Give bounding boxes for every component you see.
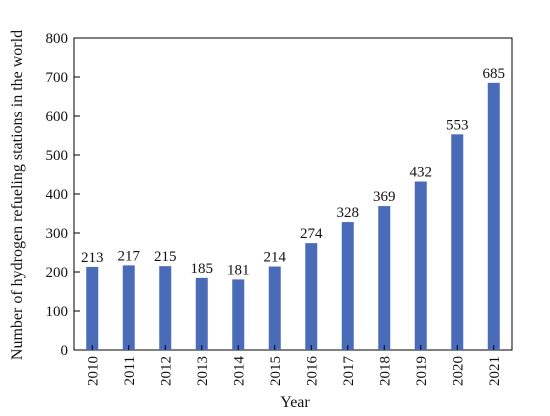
bar <box>378 206 391 350</box>
x-axis-title: Year <box>280 394 310 411</box>
y-tick-label: 300 <box>46 226 69 242</box>
plot-area: 0 100 200 300 400 500 600 700 800 213 2010 217 2011 2… <box>46 31 513 386</box>
data-label: 685 <box>483 66 506 82</box>
x-tick-label: 2020 <box>450 356 466 386</box>
bar <box>305 243 318 350</box>
x-tick-label: 2019 <box>414 356 430 386</box>
data-label: 215 <box>154 249 177 265</box>
data-label: 213 <box>81 250 104 266</box>
bar <box>414 181 427 350</box>
data-label: 181 <box>227 262 250 278</box>
y-tick-label: 0 <box>61 343 69 359</box>
data-label: 185 <box>191 261 214 277</box>
data-label: 217 <box>118 248 141 264</box>
bar <box>232 279 245 350</box>
y-tick-label: 500 <box>46 148 69 164</box>
data-label: 553 <box>446 117 469 133</box>
y-tick-label: 800 <box>46 31 69 47</box>
data-label: 214 <box>264 250 287 266</box>
x-tick-label: 2014 <box>231 356 247 387</box>
x-tick-label: 2010 <box>85 356 101 386</box>
bar <box>268 266 281 350</box>
x-tick-label: 2011 <box>122 356 138 385</box>
x-tick-label: 2018 <box>377 356 393 386</box>
y-axis-title: Number of hydrogen refueling stations in… <box>9 30 26 360</box>
y-tick-label: 600 <box>46 109 69 125</box>
data-label: 369 <box>373 189 396 205</box>
plot-frame <box>73 37 513 351</box>
x-tick-label: 2013 <box>195 356 211 386</box>
bar <box>341 222 354 350</box>
x-tick-label: 2012 <box>158 356 174 386</box>
data-label: 328 <box>337 205 360 221</box>
bar <box>195 277 208 350</box>
x-tick-label: 2015 <box>268 356 284 386</box>
bar <box>122 265 135 350</box>
bar <box>487 82 500 350</box>
data-label: 432 <box>410 165 433 181</box>
x-tick-label: 2016 <box>304 356 320 387</box>
bar <box>86 266 99 350</box>
data-label: 274 <box>300 226 323 242</box>
y-tick-label: 400 <box>46 187 69 203</box>
y-tick-label: 700 <box>46 70 69 86</box>
x-tick-label: 2021 <box>487 356 503 386</box>
y-tick-label: 100 <box>46 304 69 320</box>
bar <box>159 266 172 350</box>
bar <box>451 134 464 350</box>
x-tick-label: 2017 <box>341 356 357 387</box>
y-tick-label: 200 <box>46 265 69 281</box>
